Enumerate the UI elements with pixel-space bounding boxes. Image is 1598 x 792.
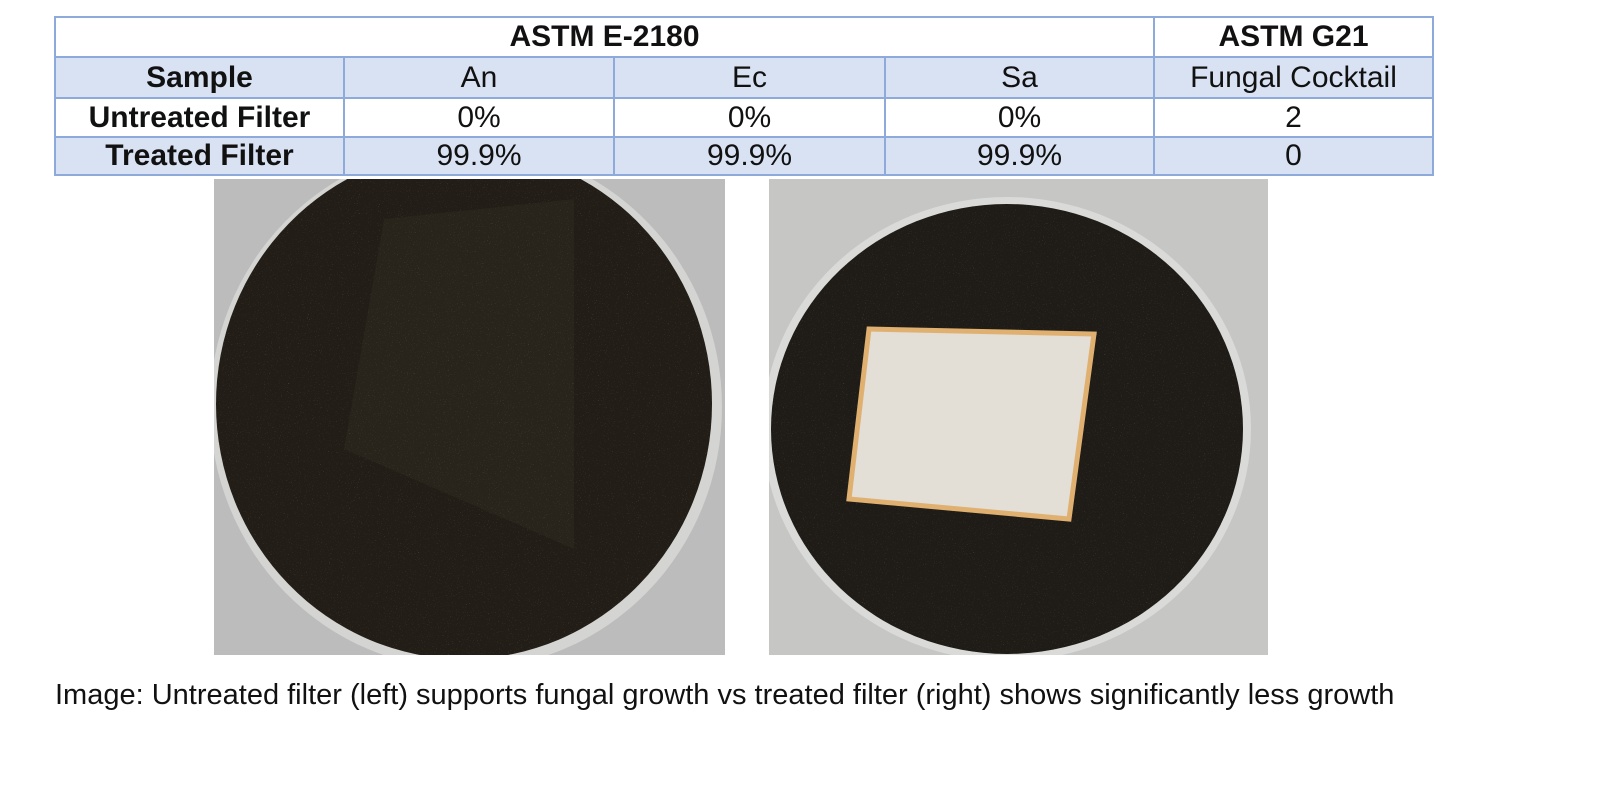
column-header: Sample [54,56,345,99]
column-header-row: Sample An Ec Sa Fungal Cocktail [54,56,1434,99]
cell: 0% [613,97,886,138]
cell: 0 [1153,136,1434,176]
cell: 99.9% [613,136,886,176]
row-label: Untreated Filter [54,97,345,138]
untreated-filter-photo [214,179,725,655]
column-header: An [343,56,615,99]
column-header: Ec [613,56,886,99]
row-label: Treated Filter [54,136,345,176]
table-row: Untreated Filter 0% 0% 0% 2 [54,97,1434,138]
group-header-row: ASTM E-2180 ASTM G21 [54,16,1434,58]
treated-filter-photo [769,179,1268,655]
cell: 0% [343,97,615,138]
group-header: ASTM E-2180 [54,16,1155,58]
column-header: Fungal Cocktail [1153,56,1434,99]
results-table: ASTM E-2180 ASTM G21 Sample An Ec Sa Fun… [54,16,1434,176]
cell: 99.9% [343,136,615,176]
table-row: Treated Filter 99.9% 99.9% 99.9% 0 [54,136,1434,176]
column-header: Sa [884,56,1155,99]
cell: 99.9% [884,136,1155,176]
caption: Image: Untreated filter (left) supports … [55,679,1395,711]
group-header: ASTM G21 [1153,16,1434,58]
cell: 2 [1153,97,1434,138]
cell: 0% [884,97,1155,138]
